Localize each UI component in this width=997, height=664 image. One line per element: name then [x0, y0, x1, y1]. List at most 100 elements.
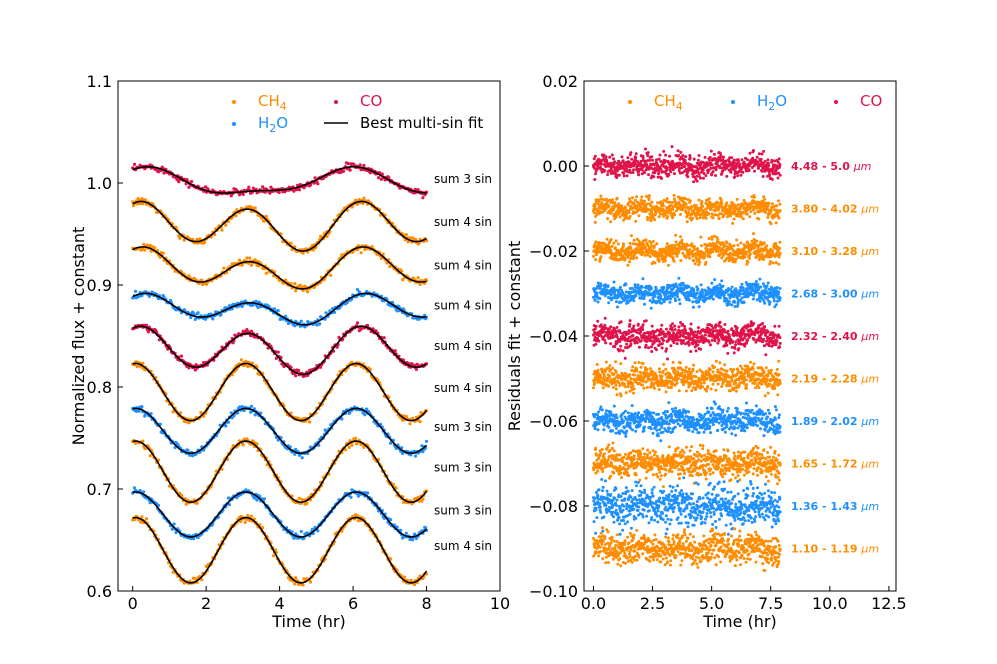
data-point [185, 178, 189, 182]
residual-point [647, 194, 651, 198]
residual-point [617, 202, 621, 206]
data-point [229, 194, 233, 198]
residual-point [628, 260, 631, 264]
data-point [196, 311, 200, 315]
data-point [178, 236, 182, 240]
data-point [389, 441, 393, 445]
residual-point [681, 154, 685, 157]
residual-point [673, 213, 677, 217]
data-point [299, 529, 303, 534]
residual-point [654, 211, 658, 215]
data-point [195, 237, 199, 241]
data-point [301, 583, 305, 587]
data-point [240, 263, 244, 267]
residual-point [607, 204, 611, 208]
data-point [297, 188, 301, 192]
right-data-layer: 4.48 - 5.0 μm3.80 - 4.02 μm3.10 - 3.28 μ… [592, 145, 879, 572]
residual-point [637, 173, 641, 177]
residual-point [600, 162, 603, 166]
data-point [421, 196, 425, 200]
residual-point [672, 193, 676, 197]
residual-point [717, 217, 721, 220]
residual-point [695, 217, 699, 221]
data-point [355, 202, 360, 206]
residual-point [665, 197, 669, 201]
left-x-tick-label: 8 [421, 594, 431, 613]
residual-point [704, 216, 708, 220]
residual-point [632, 238, 636, 242]
data-point [250, 206, 254, 210]
residual-point [688, 199, 692, 203]
residual-point [733, 175, 737, 179]
residual-point [655, 242, 659, 246]
wavelength-label: 4.48 - 5.0 μm [791, 160, 871, 173]
residual-point [594, 258, 598, 262]
residual-point [605, 237, 609, 241]
residual-point [696, 158, 700, 162]
data-point [404, 531, 408, 535]
residual-point [686, 175, 690, 179]
data-point [329, 273, 333, 277]
residual-point [686, 171, 689, 175]
residual-point [651, 239, 655, 243]
left-series-points [131, 288, 429, 329]
residual-point [635, 195, 638, 199]
data-point [308, 580, 313, 584]
right-series-points [592, 145, 782, 184]
legend-label: CH4 [258, 92, 287, 113]
residual-point [666, 215, 669, 219]
legend-label: Best multi-sin fit [360, 114, 483, 132]
residual-point [691, 216, 695, 220]
residual-point [627, 211, 631, 215]
residual-point [646, 154, 650, 157]
data-point [245, 256, 249, 260]
residual-point [736, 203, 740, 207]
residual-point [715, 200, 719, 204]
data-point [416, 188, 420, 192]
legend-dot-marker [232, 100, 236, 104]
legend-dot-marker [232, 122, 236, 126]
data-point [378, 171, 382, 175]
data-point [362, 163, 366, 168]
data-point [241, 192, 245, 196]
data-point [246, 364, 250, 369]
residual-point [659, 160, 663, 163]
residual-point [620, 155, 624, 159]
residual-point [701, 168, 705, 172]
residual-point [674, 240, 678, 244]
residual-point [761, 175, 765, 178]
residual-point [778, 163, 782, 166]
residual-point [701, 204, 705, 208]
residual-point [646, 218, 650, 222]
series-label: sum 3 sin [434, 503, 492, 517]
residual-point [634, 219, 638, 223]
data-point [141, 202, 145, 206]
residual-point [644, 246, 647, 250]
residual-point [612, 157, 615, 161]
residual-point [769, 208, 773, 212]
data-point [249, 404, 254, 408]
legend-co: CO [334, 92, 382, 110]
residual-point [708, 155, 712, 159]
data-point [264, 271, 268, 275]
residual-point [640, 195, 644, 199]
data-point [143, 248, 147, 252]
residual-point [609, 238, 613, 241]
residual-point [697, 154, 701, 157]
residual-point [703, 155, 707, 159]
residual-point [699, 176, 703, 180]
data-point [272, 554, 276, 558]
data-point [140, 405, 144, 409]
residual-point [609, 248, 613, 252]
residual-point [685, 220, 689, 224]
data-point [247, 185, 251, 189]
residual-point [600, 201, 604, 205]
data-point [241, 443, 245, 447]
residual-point [628, 197, 631, 201]
data-point [240, 405, 244, 409]
residual-point [695, 174, 699, 178]
residual-point [610, 198, 614, 202]
legend-label: CO [360, 92, 382, 110]
data-point [355, 321, 360, 325]
data-point [300, 456, 304, 460]
